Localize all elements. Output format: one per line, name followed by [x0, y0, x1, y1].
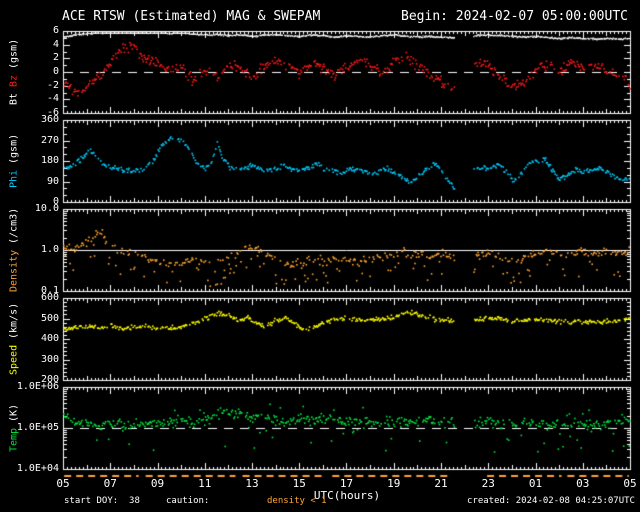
- y-axis-label-part: Speed: [8, 345, 20, 376]
- x-tick-label: 03: [576, 477, 590, 490]
- y-tick-label-speed: 500: [40, 312, 59, 324]
- y-tick-label-density: 10.0: [34, 203, 59, 214]
- y-tick-label-speed: 200: [40, 374, 59, 385]
- y-axis-label-part: Bt: [8, 87, 20, 106]
- x-tick-label: 17: [339, 477, 354, 490]
- y-axis-label-part: (K): [8, 403, 20, 428]
- created-timestamp: created: 2024-02-08 04:25:07UTC: [467, 496, 635, 506]
- y-tick-label-phi: 0: [52, 196, 59, 207]
- y-axis-label-part: (gsm): [8, 133, 20, 171]
- y-tick-label-density: 1.0: [40, 244, 59, 255]
- x-tick-label: 05: [56, 477, 70, 490]
- x-tick-label: 05: [623, 477, 637, 490]
- begin-timestamp: Begin: 2024-02-07 05:00:00UTC: [401, 9, 628, 24]
- start-doy-text: start DOY: 38: [64, 496, 140, 506]
- y-tick-label-temp: 1.0E+04: [16, 463, 59, 474]
- y-tick-label-speed: 300: [40, 353, 59, 365]
- y-tick-label-bt_bz: -6: [46, 107, 59, 118]
- y-tick-label-bt_bz: 6: [52, 25, 59, 36]
- caution-value: density < 1: [267, 496, 327, 506]
- y-axis-label-part: (km/s): [8, 302, 20, 346]
- y-axis-label-speed: Speed (km/s): [6, 298, 22, 380]
- y-tick-label-phi: 180: [40, 155, 59, 166]
- x-tick-label: 21: [434, 477, 448, 490]
- y-tick-label-speed: 600: [40, 292, 59, 303]
- y-tick-label-speed: 400: [40, 333, 59, 344]
- x-tick-label: 09: [150, 477, 165, 490]
- x-tick-label: 13: [245, 477, 259, 490]
- y-axis-label-part: (/cm3): [8, 207, 20, 250]
- x-tick-label: 11: [198, 477, 212, 490]
- y-axis-label-part: Phi: [8, 170, 20, 189]
- y-axis-label-part: Bz: [8, 75, 20, 88]
- y-axis-label-density: Density (/cm3): [6, 207, 22, 293]
- y-tick-label-bt_bz: 2: [52, 52, 59, 64]
- y-tick-label-temp: 1.0E+06: [16, 381, 59, 392]
- caution-label: caution:: [166, 496, 210, 506]
- y-tick-label-bt_bz: 0: [52, 66, 59, 77]
- y-tick-label-phi: 90: [46, 175, 59, 187]
- y-axis-label-part: Density: [8, 250, 20, 293]
- y-tick-label-phi: 360: [40, 114, 59, 125]
- y-axis-label-part: (gsm): [8, 38, 20, 76]
- y-axis-label-part: Temp: [8, 428, 20, 453]
- x-tick-label: 19: [387, 477, 401, 490]
- x-tick-label: 07: [103, 477, 117, 490]
- y-tick-label-bt_bz: 4: [52, 38, 59, 50]
- y-axis-label-temp: Temp (K): [6, 387, 22, 469]
- y-axis-label-bt_bz: Bt Bz (gsm): [6, 31, 22, 113]
- x-tick-label: 15: [292, 477, 306, 490]
- x-tick-label: 23: [481, 477, 495, 490]
- y-tick-label-bt_bz: -2: [46, 79, 59, 91]
- y-axis-label-phi: Phi (gsm): [6, 120, 22, 202]
- y-tick-label-phi: 270: [40, 134, 59, 146]
- page-title: ACE RTSW (Estimated) MAG & SWEPAM: [62, 9, 321, 24]
- y-tick-label-temp: 1.0E+05: [16, 422, 59, 433]
- y-tick-label-bt_bz: -4: [46, 93, 59, 105]
- y-tick-label-density: 0.1: [40, 285, 59, 296]
- x-axis-title: UTC(hours): [313, 489, 381, 502]
- x-tick-label: 01: [528, 477, 543, 490]
